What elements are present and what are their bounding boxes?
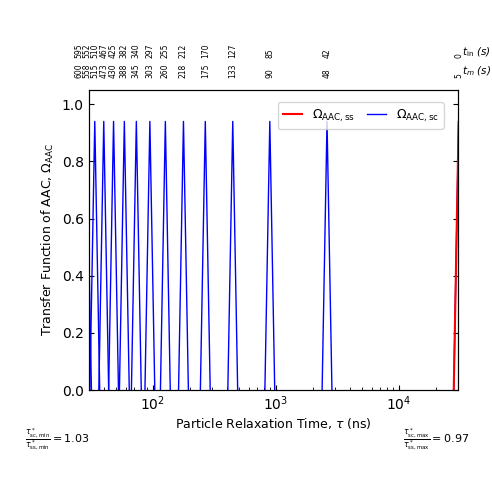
- Text: 303: 303: [145, 63, 154, 78]
- Text: 218: 218: [179, 63, 188, 78]
- Text: 425: 425: [109, 43, 118, 58]
- Text: 5: 5: [454, 72, 463, 78]
- Text: $\frac{\tau^*_{\mathrm{sc,min}}}{\tau^*_{\mathrm{ss,min}}} = 1.03$: $\frac{\tau^*_{\mathrm{sc,min}}}{\tau^*_…: [25, 427, 89, 453]
- Text: 510: 510: [91, 43, 99, 58]
- Text: 90: 90: [265, 68, 275, 78]
- Text: 85: 85: [265, 48, 275, 58]
- Text: 297: 297: [145, 43, 154, 58]
- Text: 473: 473: [99, 63, 108, 78]
- Text: 552: 552: [82, 43, 91, 58]
- Text: 133: 133: [228, 63, 237, 78]
- Text: 175: 175: [201, 63, 210, 78]
- Text: 600: 600: [74, 63, 83, 78]
- Text: 430: 430: [109, 63, 118, 78]
- Legend: $\Omega_{\mathrm{AAC,ss}}$, $\Omega_{\mathrm{AAC,sc}}$: $\Omega_{\mathrm{AAC,ss}}$, $\Omega_{\ma…: [278, 102, 444, 128]
- Text: $\frac{\tau^*_{\mathrm{sc,max}}}{\tau^*_{\mathrm{ss,max}}} = 0.97$: $\frac{\tau^*_{\mathrm{sc,max}}}{\tau^*_…: [403, 427, 470, 453]
- Text: 467: 467: [99, 43, 108, 58]
- Text: $t_{\mathrm{in}}$ (s): $t_{\mathrm{in}}$ (s): [462, 46, 491, 60]
- Text: 212: 212: [179, 44, 188, 58]
- Text: 0: 0: [454, 52, 463, 58]
- Text: 515: 515: [91, 63, 99, 78]
- Text: 127: 127: [228, 43, 237, 58]
- Text: $t_m$ (s): $t_m$ (s): [462, 64, 492, 78]
- Text: 382: 382: [120, 43, 129, 58]
- Text: 345: 345: [132, 63, 141, 78]
- Text: 595: 595: [74, 43, 83, 58]
- Text: 388: 388: [120, 63, 129, 78]
- Text: 340: 340: [132, 43, 141, 58]
- Text: 42: 42: [323, 48, 332, 58]
- X-axis label: Particle Relaxation Time, $\tau$ (ns): Particle Relaxation Time, $\tau$ (ns): [175, 416, 371, 431]
- Text: 558: 558: [82, 63, 91, 78]
- Text: 260: 260: [161, 63, 170, 78]
- Text: 48: 48: [323, 68, 332, 78]
- Text: 170: 170: [201, 43, 210, 58]
- Text: 255: 255: [161, 43, 170, 58]
- Y-axis label: Transfer Function of AAC, $\Omega_{\mathrm{AAC}}$: Transfer Function of AAC, $\Omega_{\math…: [40, 144, 56, 336]
